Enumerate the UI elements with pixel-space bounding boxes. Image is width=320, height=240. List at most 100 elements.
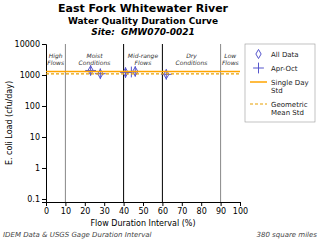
zone-label: MoistConditions (79, 52, 111, 66)
legend-item: GeometricMean Std (250, 101, 308, 117)
x-tick-mark (104, 202, 105, 206)
footnote: 380 square miles (257, 231, 318, 239)
footnote: IDEM Data & USGS Gage Duration Interval (3, 231, 152, 239)
y-tick-label: 100 (25, 102, 40, 111)
legend-swatch (256, 49, 261, 58)
y-tick-mark (42, 44, 46, 45)
x-tick-mark (85, 202, 86, 206)
y-tick-label: 0.1 (27, 195, 40, 204)
x-tick-mark (143, 202, 144, 206)
x-tick-label: 30 (100, 207, 110, 216)
legend-label: Single DayStd (271, 79, 309, 95)
legend-label: All Data (271, 51, 299, 59)
standard-line (46, 73, 240, 74)
y-tick: 1000 (20, 71, 46, 80)
chart: 0 10 20 30 40 50 60 70 80 90 100 0.1 1 10 100 1000 10000… (0, 0, 320, 240)
y-tick-label: 1000 (20, 71, 40, 80)
x-tick-label: 50 (138, 207, 148, 216)
x-tick: 60 (158, 202, 168, 216)
y-tick-label: 1 (35, 164, 40, 173)
annotations: HighFlows MoistConditions Mid-rangeFlows Dr… (47, 52, 238, 66)
x-tick: 50 (138, 202, 148, 216)
zone-label-line: Conditions (176, 59, 208, 66)
series-points (85, 65, 171, 80)
x-tick-label: 40 (119, 207, 129, 216)
y-tick-mark (42, 168, 46, 169)
x-axis-line (47, 203, 241, 207)
x-axis: 0 10 20 30 40 50 60 70 80 90 100 (44, 202, 248, 216)
zone-label-line: Flows (135, 59, 152, 66)
legend-label-line: Std (271, 87, 283, 95)
y-tick-mark (42, 75, 46, 76)
y-tick-mark (42, 106, 46, 107)
legend-item: Single DayStd (250, 79, 309, 95)
point (120, 67, 131, 78)
zone-boundary (220, 44, 221, 202)
zone-label-line: Conditions (79, 59, 111, 66)
series-points (88, 66, 169, 79)
x-tick: 90 (216, 202, 226, 216)
zone-label: Mid-rangeFlows (128, 52, 159, 66)
x-tick-mark (221, 202, 222, 206)
y-tick-label: 10 (30, 133, 40, 142)
zone-boundary (123, 44, 124, 202)
y-tick: 100 (25, 102, 46, 111)
x-tick: 70 (177, 202, 187, 216)
plot-area (46, 44, 240, 202)
legend-item: All Data (256, 49, 299, 59)
legend-item: Apr-Oct (253, 63, 298, 74)
y-axis-title: E. coli Load (cfu/day) (5, 81, 14, 165)
y-tick-mark (42, 137, 46, 138)
zone-label: HighFlows (47, 52, 64, 66)
zone-label-line: Flows (222, 59, 239, 66)
y-tick: 0.1 (27, 195, 46, 204)
subtitle: Water Quality Duration Curve (68, 16, 218, 26)
x-tick-label: 70 (177, 207, 187, 216)
x-tick-label: 60 (158, 207, 168, 216)
legend-swatch (250, 81, 267, 83)
x-tick: 0 (44, 202, 49, 216)
x-tick-mark (201, 202, 202, 206)
subtitle: Site: GMW070-0021 (91, 27, 195, 37)
legend-label-line: Geometric (271, 101, 308, 109)
y-tick-label: 10000 (15, 40, 40, 49)
legend-frame (245, 44, 315, 122)
title: East Fork Whitewater River (58, 2, 229, 15)
zone-label: DryConditions (176, 52, 208, 66)
legend-label-line: Apr-Oct (271, 65, 298, 73)
legend-label: GeometricMean Std (271, 101, 308, 117)
x-tick: 40 (119, 202, 129, 216)
x-tick-label: 80 (197, 207, 207, 216)
y-axis: 0.1 1 10 100 1000 10000 (15, 40, 47, 204)
x-tick: 20 (80, 202, 90, 216)
x-tick-mark (182, 202, 183, 206)
zone-label-line: Flows (47, 59, 64, 66)
zone-boundary (65, 44, 66, 202)
zone-label: LowFlows (222, 52, 239, 66)
x-tick-label: 90 (216, 207, 226, 216)
y-axis-line (42, 45, 47, 203)
y-tick: 1 (35, 164, 46, 173)
zone-boundary (162, 44, 163, 202)
y-tick: 10 (30, 133, 46, 142)
y-tick-mark (42, 199, 46, 200)
x-tick: 80 (197, 202, 207, 216)
y-tick: 10000 (15, 40, 46, 49)
x-axis-title: Flow Duration Interval (%) (90, 219, 195, 228)
x-tick: 100 (233, 202, 248, 216)
x-tick-mark (240, 202, 241, 206)
x-tick-label: 10 (61, 207, 71, 216)
x-tick-label: 20 (80, 207, 90, 216)
legend-label: Apr-Oct (271, 65, 298, 73)
x-tick-mark (124, 202, 125, 206)
x-tick-mark (65, 202, 66, 206)
standard-line (46, 71, 240, 73)
x-tick-label: 0 (44, 207, 49, 216)
x-tick-label: 100 (233, 207, 248, 216)
legend-swatch (253, 63, 264, 74)
x-tick: 30 (100, 202, 110, 216)
legend-label-line: Single Day (271, 79, 309, 87)
legend: All Data Apr-Oct Single DayStd GeometricMea… (245, 44, 315, 122)
legend-swatch (250, 103, 267, 104)
legend-label-line: All Data (271, 51, 299, 59)
